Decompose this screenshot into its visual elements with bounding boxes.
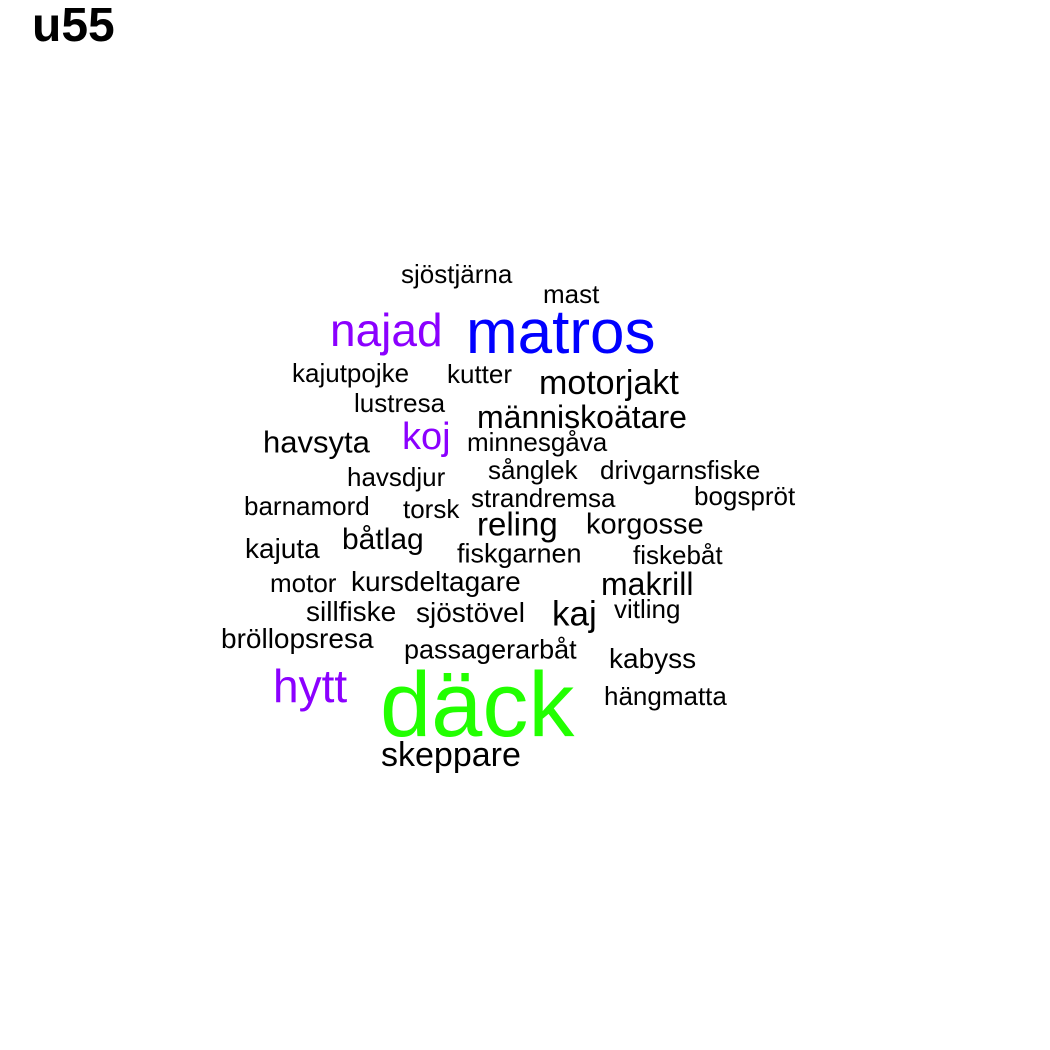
word-33: passagerarbåt bbox=[404, 634, 577, 665]
word-30: kaj bbox=[552, 594, 597, 634]
word-14: drivgarnsfiske bbox=[600, 455, 761, 485]
word-31: vitling bbox=[614, 594, 681, 624]
word-2: najad bbox=[330, 304, 443, 356]
word-34: kabyss bbox=[609, 643, 697, 674]
word-4: kajutpojke bbox=[292, 358, 410, 388]
word-21: kajuta bbox=[245, 533, 320, 564]
word-28: sillfiske bbox=[306, 596, 397, 627]
word-9: havsyta bbox=[263, 424, 370, 460]
word-12: havsdjur bbox=[347, 462, 446, 492]
word-27: makrill bbox=[601, 566, 694, 602]
word-25: motor bbox=[270, 568, 337, 598]
word-29: sjöstövel bbox=[416, 597, 525, 628]
word-22: båtlag bbox=[342, 523, 424, 556]
word-7: lustresa bbox=[354, 388, 446, 418]
word-16: torsk bbox=[403, 494, 460, 524]
word-38: skeppare bbox=[381, 736, 521, 774]
word-11: minnesgåva bbox=[467, 427, 608, 457]
word-8: människoätare bbox=[477, 399, 687, 435]
word-5: kutter bbox=[447, 359, 513, 389]
word-10: koj bbox=[402, 416, 451, 458]
word-6: motorjakt bbox=[539, 364, 679, 402]
word-19: reling bbox=[477, 505, 558, 543]
word-37: hängmatta bbox=[604, 681, 727, 711]
word-17: strandremsa bbox=[471, 483, 616, 513]
word-3: matros bbox=[466, 298, 656, 367]
word-13: sånglek bbox=[488, 455, 578, 485]
word-1: mast bbox=[543, 279, 600, 309]
page-title: u55 bbox=[32, 0, 115, 52]
word-26: kursdeltagare bbox=[351, 566, 521, 597]
word-32: bröllopsresa bbox=[221, 623, 374, 654]
word-35: hytt bbox=[273, 660, 348, 712]
word-20: korgosse bbox=[586, 508, 704, 541]
word-15: barnamord bbox=[244, 491, 370, 521]
word-23: fiskgarnen bbox=[457, 538, 582, 569]
word-0: sjöstjärna bbox=[401, 259, 513, 289]
word-18: bogspröt bbox=[694, 481, 796, 511]
word-36: däck bbox=[380, 654, 575, 756]
word-24: fiskebåt bbox=[633, 540, 723, 570]
